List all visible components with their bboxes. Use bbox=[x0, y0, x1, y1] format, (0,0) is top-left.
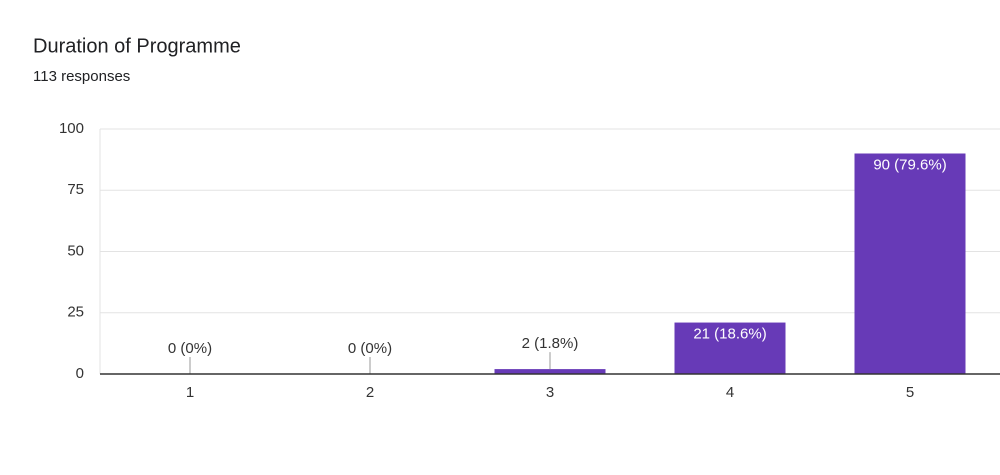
y-tick-label: 75 bbox=[67, 181, 84, 198]
data-label: 2 (1.8%) bbox=[522, 335, 579, 352]
y-tick-label: 0 bbox=[76, 365, 84, 382]
bar bbox=[494, 369, 606, 374]
data-label: 90 (79.6%) bbox=[873, 156, 946, 173]
x-tick-label: 4 bbox=[726, 384, 734, 401]
x-tick-label: 1 bbox=[186, 384, 194, 401]
data-label: 0 (0%) bbox=[168, 340, 212, 357]
y-tick-label: 50 bbox=[67, 242, 84, 259]
data-label: 21 (18.6%) bbox=[693, 326, 766, 343]
y-tick-label: 100 bbox=[59, 120, 84, 137]
y-tick-label: 25 bbox=[67, 304, 84, 321]
chart-title: Duration of Programme bbox=[33, 35, 241, 57]
chart-subtitle: 113 responses bbox=[33, 68, 130, 85]
bar bbox=[674, 322, 786, 374]
bar bbox=[854, 153, 966, 374]
x-tick-label: 5 bbox=[906, 384, 914, 401]
data-label: 0 (0%) bbox=[348, 340, 392, 357]
x-tick-label: 3 bbox=[546, 384, 554, 401]
x-tick-label: 2 bbox=[366, 384, 374, 401]
